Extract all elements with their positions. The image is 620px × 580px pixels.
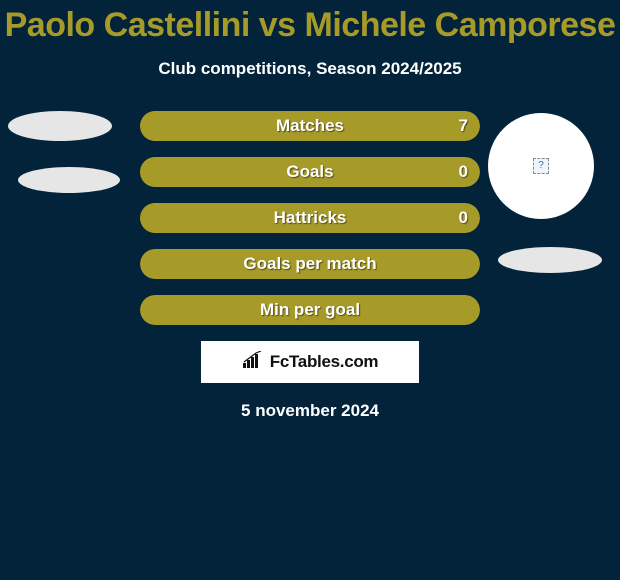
bars-icon: [242, 351, 266, 374]
stat-bar-right-fill: [147, 203, 480, 233]
stat-bar-left-fill: [140, 203, 147, 233]
stat-bar: Hattricks0: [140, 203, 480, 233]
comparison-panel: ? Matches7 Goals0 Hattricks0 Goals per matc…: [0, 111, 620, 421]
stat-bars: Matches7 Goals0 Hattricks0 Goals per match M…: [140, 111, 480, 325]
stat-bar-left-fill: [140, 111, 147, 141]
left-avatar-placeholder-2: [18, 167, 120, 193]
stat-bar: Min per goal: [140, 295, 480, 325]
brand-text: FcTables.com: [270, 352, 379, 372]
page-title: Paolo Castellini vs Michele Camporese: [0, 0, 620, 45]
page-subtitle: Club competitions, Season 2024/2025: [0, 59, 620, 79]
stat-bar-right-fill: [147, 111, 480, 141]
date-text: 5 november 2024: [0, 401, 620, 421]
stat-bar: Matches7: [140, 111, 480, 141]
stat-bar-fill: [140, 249, 480, 279]
stat-bar-left-fill: [140, 157, 147, 187]
stat-bar-fill: [140, 295, 480, 325]
brand-box: FcTables.com: [201, 341, 419, 383]
left-avatar-placeholder-1: [8, 111, 112, 141]
stat-bar: Goals per match: [140, 249, 480, 279]
stat-bar-right-fill: [147, 157, 480, 187]
avatar-placeholder-icon: ?: [533, 158, 549, 174]
right-avatar-circle: ?: [488, 113, 594, 219]
right-avatar-shadow: [498, 247, 602, 273]
stat-bar: Goals0: [140, 157, 480, 187]
